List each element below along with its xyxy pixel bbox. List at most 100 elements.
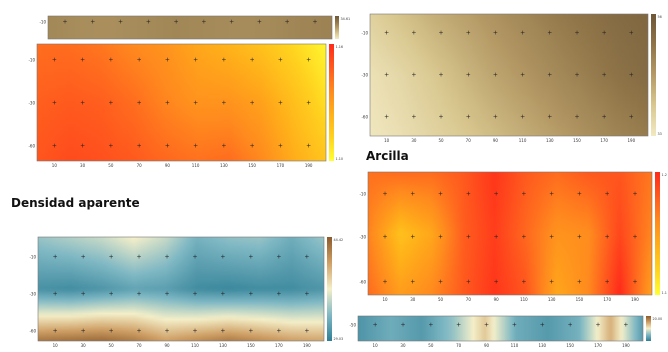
sample-point: +	[220, 328, 225, 335]
y-tick-label: -50	[349, 323, 356, 328]
sample-point: +	[520, 30, 525, 37]
x-tick-label: 190	[305, 163, 313, 168]
sample-point: +	[192, 328, 197, 335]
sample-point: +	[629, 30, 634, 37]
sample-point: +	[439, 30, 444, 37]
map-svg: + + + + + + + + + + -50 10 30 50 70 90 110 130 150 170 190 20…	[349, 315, 663, 348]
x-tick-label: 10	[382, 297, 388, 302]
sample-point: +	[456, 322, 461, 329]
sample-point: +	[411, 30, 416, 37]
sample-point: +	[165, 100, 170, 107]
map-svg: + + + + + + + + + + + + + + + + + + + + + + + + + + + + + + -10 -30 -60 1…	[29, 236, 344, 348]
sample-point: +	[285, 19, 290, 26]
y-tick-label: -10	[359, 192, 366, 197]
sample-point: +	[549, 279, 554, 286]
sample-point: +	[438, 191, 443, 198]
y-tick-label: -30	[359, 235, 366, 240]
sample-point: +	[250, 100, 255, 107]
y-tick-label: -30	[28, 101, 35, 106]
sample-point: +	[549, 191, 554, 198]
map-panel-right-warm: + + + + + + + + + + + + + + + + + + + + + + + + + + + + + + -10 -30 -60 1…	[352, 171, 667, 302]
sample-point: +	[250, 57, 255, 64]
colorbar-label: 33	[658, 132, 662, 136]
sample-point: +	[306, 57, 311, 64]
sample-point: +	[493, 30, 498, 37]
sample-point: +	[276, 291, 281, 298]
sample-point: +	[466, 279, 471, 286]
sample-point: +	[248, 254, 253, 261]
colorbar	[651, 14, 656, 136]
sample-point: +	[146, 19, 151, 26]
x-tick-label: 110	[519, 138, 527, 143]
sample-point: +	[201, 19, 206, 26]
sample-point: +	[90, 19, 95, 26]
sample-point: +	[629, 114, 634, 121]
sample-point: +	[137, 57, 142, 64]
sample-point: +	[193, 143, 198, 150]
x-tick-label: 90	[494, 297, 500, 302]
sample-point: +	[411, 114, 416, 121]
sample-point: +	[118, 19, 123, 26]
map-frame	[36, 43, 327, 162]
y-tick-label: -30	[29, 292, 36, 297]
sample-point: +	[493, 114, 498, 121]
colorbar	[335, 16, 339, 39]
sample-point: +	[193, 57, 198, 64]
sample-point: +	[484, 322, 489, 329]
x-tick-label: 170	[275, 343, 283, 348]
sample-point: +	[494, 279, 499, 286]
sample-point: +	[520, 72, 525, 79]
sample-point: +	[373, 322, 378, 329]
sample-point: +	[109, 254, 114, 261]
sample-point: +	[547, 114, 552, 121]
sample-point: +	[221, 100, 226, 107]
sample-point: +	[192, 291, 197, 298]
x-tick-label: 70	[466, 138, 472, 143]
sample-point: +	[568, 322, 573, 329]
sample-point: +	[250, 143, 255, 150]
x-tick-label: 50	[428, 343, 434, 348]
sample-point: +	[192, 254, 197, 261]
colorbar-label: 20.00	[653, 317, 663, 321]
sample-point: +	[257, 19, 262, 26]
x-tick-label: 190	[303, 343, 311, 348]
x-tick-label: 190	[627, 138, 635, 143]
x-tick-label: 150	[248, 163, 256, 168]
map-panel-bottom-right-strip: + + + + + + + + + + -50 10 30 50 70 90 110 130 150 170 190 20…	[349, 315, 664, 351]
sample-point: +	[438, 279, 443, 286]
sample-point: +	[466, 72, 471, 79]
x-tick-label: 90	[493, 138, 499, 143]
colorbar-label: 1.2	[662, 173, 667, 177]
heat-field	[368, 172, 652, 295]
x-tick-label: 150	[576, 297, 584, 302]
x-tick-label: 150	[247, 343, 255, 348]
sample-point: +	[165, 291, 170, 298]
sample-point: +	[81, 328, 86, 335]
sample-point: +	[438, 234, 443, 241]
sample-point: +	[137, 254, 142, 261]
x-tick-label: 170	[277, 163, 285, 168]
x-tick-label: 50	[109, 343, 115, 348]
x-tick-label: 70	[137, 343, 143, 348]
sample-point: +	[521, 191, 526, 198]
sample-point: +	[53, 328, 58, 335]
x-tick-label: 130	[220, 163, 228, 168]
colorbar-label: 29.03	[334, 337, 344, 341]
sample-point: +	[278, 57, 283, 64]
x-tick-label: 150	[566, 343, 574, 348]
sample-point: +	[108, 57, 113, 64]
colorbar-label: 56	[658, 15, 662, 19]
x-tick-label: 130	[219, 343, 227, 348]
sample-point: +	[137, 100, 142, 107]
sample-point: +	[602, 72, 607, 79]
x-tick-label: 50	[438, 297, 444, 302]
y-tick-label: -10	[361, 31, 368, 36]
x-tick-label: 110	[511, 343, 519, 348]
map-frame	[369, 13, 649, 137]
sample-point: +	[53, 254, 58, 261]
x-tick-label: 30	[411, 138, 417, 143]
sample-point: +	[521, 234, 526, 241]
sample-point: +	[632, 234, 637, 241]
sample-point: +	[220, 254, 225, 261]
sample-point: +	[137, 143, 142, 150]
